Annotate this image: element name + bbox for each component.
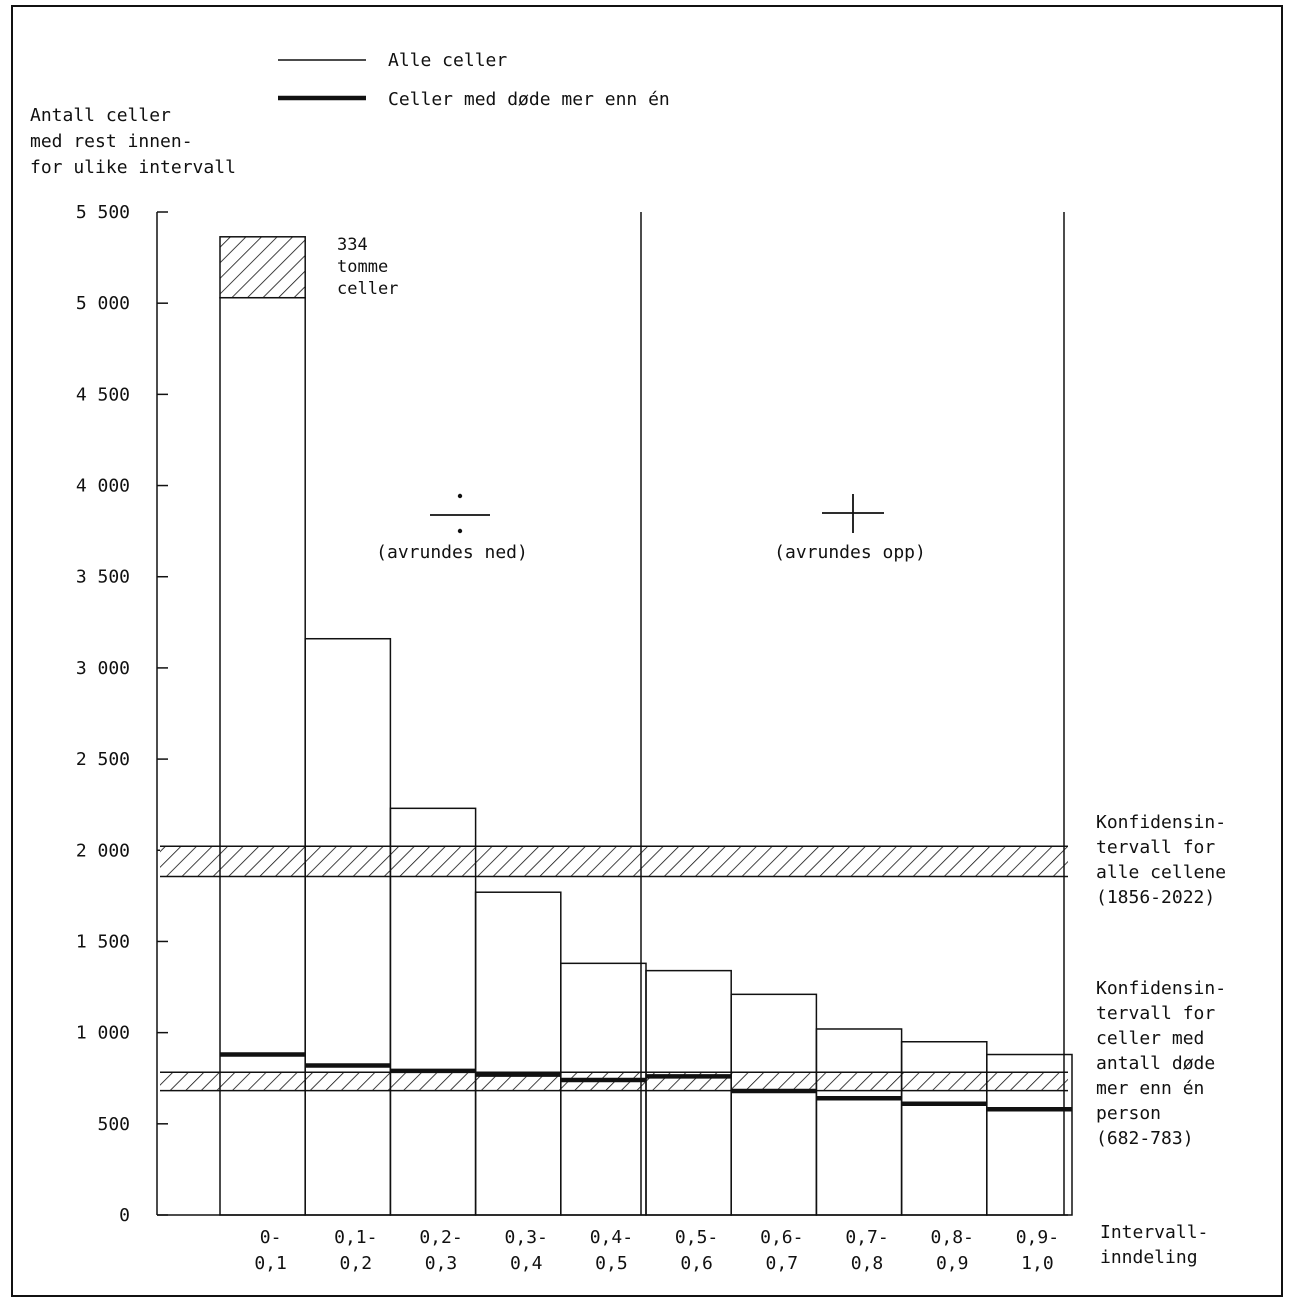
band-label-multi-death-cells: Konfidensin- tervall for celler med anta… [1096, 978, 1237, 1149]
band-label-all-line-4: (1856-2022) [1096, 887, 1215, 908]
x-tick-label-8-line-2: 0,9 [936, 1253, 969, 1274]
band-label-multi-line-3: celler med [1096, 1028, 1204, 1049]
bar-all-cells-6 [730, 993, 818, 1216]
x-tick-label-3-line-2: 0,4 [510, 1253, 543, 1274]
x-axis-label: Intervall- inndeling [1100, 1222, 1219, 1268]
x-tick-label-4-line-1: 0,4- [590, 1227, 633, 1248]
legend: Alle celler Celler med døde mer enn én [278, 50, 670, 110]
empty-cells-count: 334 [337, 235, 368, 255]
y-tick-label-4: 2 000 [76, 840, 130, 861]
band-label-multi-line-7: (682-783) [1096, 1128, 1194, 1149]
y-tick-label-0: 0 [119, 1205, 130, 1226]
y-tick-label-5: 2 500 [76, 749, 130, 770]
confidence-band-0 [160, 846, 1068, 877]
band-label-all-line-2: tervall for [1096, 837, 1215, 858]
y-tick-label-8: 4 000 [76, 476, 130, 497]
divide-sign-dot-top [457, 493, 463, 499]
x-axis-label-line-1: Intervall- [1100, 1222, 1208, 1243]
band-label-multi-line-5: mer enn én [1096, 1078, 1204, 1099]
empty-cells-annotation: 334 tomme celler [337, 235, 398, 299]
y-axis-label-line-1: Antall celler [30, 105, 171, 126]
y-axis-label-line-3: for ulike intervall [30, 157, 236, 178]
x-tick-label-9-line-2: 1,0 [1021, 1253, 1054, 1274]
region-round-up: (avrundes opp) [774, 494, 926, 563]
x-tick-label-5-line-2: 0,6 [680, 1253, 713, 1274]
y-tick-label-3: 1 500 [76, 931, 130, 952]
region-label-round-up: (avrundes opp) [774, 542, 926, 563]
x-tick-label-4-line-2: 0,5 [595, 1253, 628, 1274]
region-label-round-down: (avrundes ned) [376, 542, 528, 563]
y-tick-label-11: 5 500 [76, 202, 130, 223]
x-tick-label-0-line-1: 0- [260, 1227, 282, 1248]
x-axis-label-line-2: inndeling [1100, 1247, 1198, 1268]
y-tick-label-9: 4 500 [76, 384, 130, 405]
y-tick-label-6: 3 000 [76, 658, 130, 679]
bar-all-cells-8 [900, 1041, 988, 1216]
x-tick-label-1-line-1: 0,1- [334, 1227, 377, 1248]
x-tick-label-6-line-1: 0,6- [760, 1227, 803, 1248]
band-label-all-line-3: alle cellene [1096, 862, 1226, 883]
x-tick-label-7-line-1: 0,7- [845, 1227, 888, 1248]
bar-all-cells-7 [815, 1028, 903, 1216]
y-tick-label-10: 5 000 [76, 293, 130, 314]
band-label-multi-line-6: person [1096, 1103, 1161, 1124]
x-tick-label-9-line-1: 0,9- [1016, 1227, 1059, 1248]
x-tick-label-2-line-1: 0,2- [419, 1227, 462, 1248]
y-tick-label-2: 1 000 [76, 1023, 130, 1044]
legend-label-multi-death-cells: Celler med døde mer enn én [388, 89, 670, 110]
legend-label-all-cells: Alle celler [388, 50, 507, 71]
bar-all-cells-1 [304, 637, 392, 1216]
x-tick-label-6-line-2: 0,7 [766, 1253, 799, 1274]
bar-all-cells-9 [986, 1053, 1073, 1216]
bar-all-cells-5 [645, 969, 732, 1216]
bar-empty-cells [219, 236, 306, 299]
plot-area: 0 500 1 000 1 500 2 000 2 500 3 000 3 500 4 000 4… [76, 202, 1073, 1274]
band-label-multi-line-1: Konfidensin- [1096, 978, 1226, 999]
chart-frame [11, 5, 1283, 1297]
bar-all-cells-3 [474, 891, 562, 1216]
band-label-all-cells: Konfidensin- tervall for alle cellene (1… [1096, 812, 1237, 908]
band-label-all-line-1: Konfidensin- [1096, 812, 1226, 833]
empty-cells-word-2: celler [337, 279, 398, 299]
band-label-multi-line-4: antall døde [1096, 1053, 1215, 1074]
x-tick-label-1-line-2: 0,2 [340, 1253, 373, 1274]
y-tick-label-7: 3 500 [76, 567, 130, 588]
x-tick-label-3-line-1: 0,3- [505, 1227, 548, 1248]
x-tick-label-0-line-2: 0,1 [254, 1253, 287, 1274]
y-axis-label: Antall celler med rest innen- for ulike … [30, 105, 236, 178]
x-tick-label-2-line-2: 0,3 [425, 1253, 458, 1274]
x-tick-label-8-line-1: 0,8- [931, 1227, 974, 1248]
divide-sign-dot-bottom [457, 528, 463, 534]
x-tick-label-7-line-2: 0,8 [851, 1253, 884, 1274]
empty-cells-word-1: tomme [337, 257, 388, 277]
y-axis-label-line-2: med rest innen- [30, 131, 193, 152]
region-round-down: (avrundes ned) [376, 493, 528, 563]
x-tick-label-5-line-1: 0,5- [675, 1227, 718, 1248]
band-label-multi-line-2: tervall for [1096, 1003, 1215, 1024]
y-tick-label-1: 500 [97, 1114, 130, 1135]
